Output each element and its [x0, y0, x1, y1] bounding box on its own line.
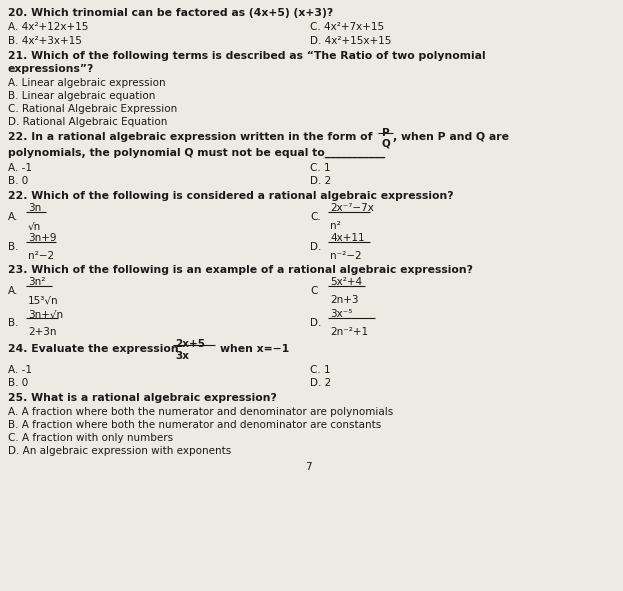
Text: 22. In a rational algebraic expression written in the form of: 22. In a rational algebraic expression w… — [8, 132, 373, 142]
Text: polynomials, the polynomial Q must not be equal to___________: polynomials, the polynomial Q must not b… — [8, 148, 385, 158]
Text: 25. What is a rational algebraic expression?: 25. What is a rational algebraic express… — [8, 393, 277, 403]
Text: expressions”?: expressions”? — [8, 64, 94, 74]
Text: B. Linear algebraic equation: B. Linear algebraic equation — [8, 91, 155, 101]
Text: 3x⁻⁵: 3x⁻⁵ — [330, 309, 353, 319]
Text: A.: A. — [8, 286, 18, 296]
Text: B. A fraction where both the numerator and denominator are constants: B. A fraction where both the numerator a… — [8, 420, 381, 430]
Text: 2+3n: 2+3n — [28, 327, 57, 337]
Text: 3n+9: 3n+9 — [28, 233, 57, 243]
Text: 7: 7 — [305, 462, 312, 472]
Text: A. -1: A. -1 — [8, 163, 32, 173]
Text: D.: D. — [310, 318, 321, 328]
Text: 3n: 3n — [28, 203, 41, 213]
Text: 21. Which of the following terms is described as “The Ratio of two polynomial: 21. Which of the following terms is desc… — [8, 51, 485, 61]
Text: √n: √n — [28, 221, 41, 231]
Text: A. Linear algebraic expression: A. Linear algebraic expression — [8, 78, 166, 88]
Text: D. 4x²+15x+15: D. 4x²+15x+15 — [310, 36, 391, 46]
Text: when x=−1: when x=−1 — [220, 344, 289, 354]
Text: 2x+5: 2x+5 — [175, 339, 205, 349]
Text: 3n²: 3n² — [28, 277, 45, 287]
Text: n²: n² — [330, 221, 341, 231]
Text: 5x²+4: 5x²+4 — [330, 277, 362, 287]
Text: B. 0: B. 0 — [8, 378, 28, 388]
Text: 24. Evaluate the expression: 24. Evaluate the expression — [8, 344, 179, 354]
Text: 2n+3: 2n+3 — [330, 295, 358, 305]
Text: 3x: 3x — [175, 351, 189, 361]
Text: D. An algebraic expression with exponents: D. An algebraic expression with exponent… — [8, 446, 231, 456]
Text: C. A fraction with only numbers: C. A fraction with only numbers — [8, 433, 173, 443]
Text: D.: D. — [310, 242, 321, 252]
Text: A.: A. — [8, 212, 18, 222]
Text: 2n⁻²+1: 2n⁻²+1 — [330, 327, 368, 337]
Text: P: P — [382, 128, 389, 138]
Text: B.: B. — [8, 242, 19, 252]
Text: 15³√n: 15³√n — [28, 295, 59, 305]
Text: A. 4x²+12x+15: A. 4x²+12x+15 — [8, 22, 88, 32]
Text: 2x⁻⁷−7x: 2x⁻⁷−7x — [330, 203, 374, 213]
Text: 3n+√n: 3n+√n — [28, 309, 63, 319]
Text: A. -1: A. -1 — [8, 365, 32, 375]
Text: 4x+11: 4x+11 — [330, 233, 364, 243]
Text: B. 4x²+3x+15: B. 4x²+3x+15 — [8, 36, 82, 46]
Text: C. 1: C. 1 — [310, 163, 331, 173]
Text: C: C — [310, 286, 317, 296]
Text: D. Rational Algebraic Equation: D. Rational Algebraic Equation — [8, 117, 168, 127]
Text: n⁻²−2: n⁻²−2 — [330, 251, 361, 261]
Text: 23. Which of the following is an example of a rational algebraic expression?: 23. Which of the following is an example… — [8, 265, 473, 275]
Text: D. 2: D. 2 — [310, 176, 331, 186]
Text: 22. Which of the following is considered a rational algebraic expression?: 22. Which of the following is considered… — [8, 191, 454, 201]
Text: n²−2: n²−2 — [28, 251, 54, 261]
Text: B.: B. — [8, 318, 19, 328]
Text: 20. Which trinomial can be factored as (4x+5) (x+3)?: 20. Which trinomial can be factored as (… — [8, 8, 333, 18]
Text: Q: Q — [382, 139, 391, 149]
Text: A. A fraction where both the numerator and denominator are polynomials: A. A fraction where both the numerator a… — [8, 407, 393, 417]
Text: C. 4x²+7x+15: C. 4x²+7x+15 — [310, 22, 384, 32]
Text: C. Rational Algebraic Expression: C. Rational Algebraic Expression — [8, 104, 178, 114]
Text: C. 1: C. 1 — [310, 365, 331, 375]
Text: , when P and Q are: , when P and Q are — [393, 132, 509, 142]
Text: B. 0: B. 0 — [8, 176, 28, 186]
Text: C.: C. — [310, 212, 321, 222]
Text: D. 2: D. 2 — [310, 378, 331, 388]
